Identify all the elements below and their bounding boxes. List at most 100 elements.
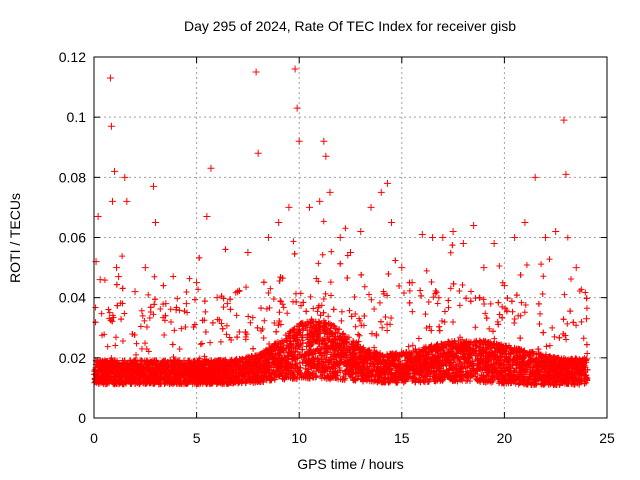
roti-point xyxy=(217,338,224,345)
roti-point xyxy=(197,341,204,348)
roti-point xyxy=(561,291,568,298)
roti-point xyxy=(265,290,272,297)
roti-point xyxy=(584,375,591,382)
roti-point xyxy=(342,353,349,360)
roti-point xyxy=(186,275,193,282)
roti-point xyxy=(361,283,368,290)
roti-point xyxy=(563,336,570,343)
roti-point xyxy=(432,290,439,297)
roti-point xyxy=(344,252,351,259)
roti-point xyxy=(521,309,528,316)
roti-point xyxy=(426,323,433,330)
roti-point xyxy=(486,325,493,332)
roti-point xyxy=(539,290,546,297)
roti-point xyxy=(145,291,152,298)
roti-point xyxy=(157,306,164,313)
roti-point xyxy=(476,294,483,301)
roti-point xyxy=(182,324,189,331)
roti-point xyxy=(146,314,153,321)
roti-point xyxy=(113,334,120,341)
roti-point xyxy=(518,299,525,306)
roti-point xyxy=(425,298,432,305)
roti-point xyxy=(580,335,587,342)
roti-point xyxy=(368,296,375,303)
roti-point xyxy=(207,339,214,346)
roti-point xyxy=(371,306,378,313)
roti-point xyxy=(406,287,413,294)
roti-point xyxy=(202,308,209,315)
roti-point xyxy=(409,342,416,349)
roti-point xyxy=(517,312,524,319)
roti-point xyxy=(338,317,345,324)
roti-point xyxy=(233,312,240,319)
roti-point xyxy=(315,260,322,267)
roti-point xyxy=(317,373,324,380)
roti-point xyxy=(401,357,408,364)
roti-point xyxy=(371,344,378,351)
roti-point xyxy=(551,333,558,340)
roti-point xyxy=(119,337,126,344)
roti-point xyxy=(584,350,591,357)
roti-point xyxy=(441,318,448,325)
roti-point xyxy=(434,300,441,307)
roti-point xyxy=(447,285,454,292)
roti-point xyxy=(143,323,150,330)
roti-point xyxy=(384,321,391,328)
roti-point xyxy=(309,370,316,377)
roti-point xyxy=(388,314,395,321)
roti-point xyxy=(92,304,99,311)
roti-point xyxy=(220,304,227,311)
roti-point xyxy=(576,287,583,294)
roti-point xyxy=(106,309,113,316)
roti-point xyxy=(546,342,553,349)
roti-point xyxy=(184,309,191,316)
roti-point xyxy=(315,304,322,311)
roti-point xyxy=(422,311,429,318)
roti-point xyxy=(366,291,373,298)
roti-point xyxy=(201,353,208,360)
roti-point xyxy=(247,319,254,326)
roti-point xyxy=(499,303,506,310)
roti-point xyxy=(456,288,463,295)
roti-point xyxy=(133,351,140,358)
roti-point xyxy=(195,286,202,293)
roti-point xyxy=(522,301,529,308)
roti-point xyxy=(382,313,389,320)
roti-point xyxy=(543,343,550,350)
roti-point xyxy=(536,321,543,328)
roti-point xyxy=(112,342,119,349)
roti-point xyxy=(170,273,177,280)
roti-point xyxy=(328,248,335,255)
roti-point xyxy=(280,304,287,311)
roti-point xyxy=(573,322,580,329)
roti-point xyxy=(137,323,144,330)
roti-point xyxy=(376,299,383,306)
roti-point xyxy=(409,308,416,315)
roti-point xyxy=(491,335,498,342)
roti-point xyxy=(141,317,148,324)
roti-point xyxy=(150,311,157,318)
dense-point-band xyxy=(91,218,591,389)
roti-point xyxy=(352,323,359,330)
roti-point xyxy=(176,307,183,314)
roti-point xyxy=(351,294,358,301)
roti-point xyxy=(121,310,128,317)
roti-point xyxy=(271,319,278,326)
roti-point xyxy=(342,225,349,232)
roti-point xyxy=(310,305,317,312)
roti-point xyxy=(183,289,190,296)
roti-point xyxy=(313,368,320,375)
roti-point xyxy=(582,289,589,296)
roti-point xyxy=(433,289,440,296)
roti-point xyxy=(284,310,291,317)
roti-point xyxy=(537,310,544,317)
roti-point xyxy=(223,322,230,329)
roti-point xyxy=(327,370,334,377)
roti-point xyxy=(283,337,290,344)
roti-point xyxy=(223,331,230,338)
roti-point xyxy=(142,340,149,347)
roti-point xyxy=(435,294,442,301)
roti-point xyxy=(311,323,318,330)
roti-point xyxy=(379,324,386,331)
